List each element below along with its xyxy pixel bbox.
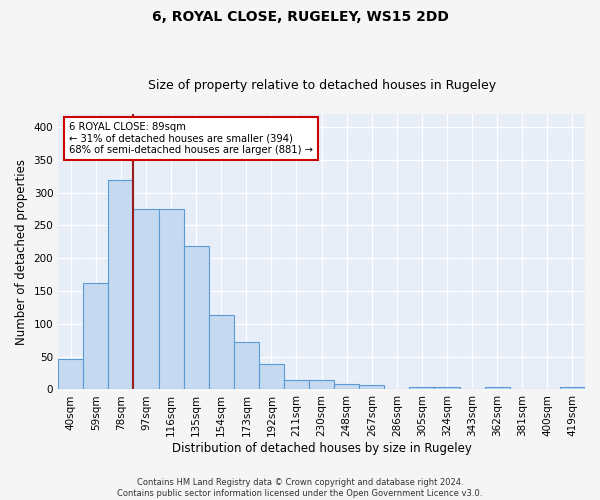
Bar (133, 209, 158, 390)
Text: Contains HM Land Registry data © Crown copyright and database right 2024.
Contai: Contains HM Land Registry data © Crown c… (118, 478, 482, 498)
X-axis label: Distribution of detached houses by size in Rugeley: Distribution of detached houses by size … (172, 442, 472, 455)
Bar (158, 209, 184, 390)
Bar (309, 380, 334, 390)
Title: Size of property relative to detached houses in Rugeley: Size of property relative to detached ho… (148, 79, 496, 92)
Bar (359, 385, 385, 390)
Bar (109, 180, 133, 390)
Bar (485, 387, 510, 390)
Text: 6 ROYAL CLOSE: 89sqm
← 31% of detached houses are smaller (394)
68% of semi-deta: 6 ROYAL CLOSE: 89sqm ← 31% of detached h… (69, 122, 313, 156)
Bar (434, 387, 460, 390)
Bar (334, 384, 359, 390)
Bar (560, 388, 585, 390)
Bar (83, 282, 109, 390)
Text: 6, ROYAL CLOSE, RUGELEY, WS15 2DD: 6, ROYAL CLOSE, RUGELEY, WS15 2DD (152, 10, 448, 24)
Bar (234, 342, 259, 390)
Bar (284, 380, 309, 390)
Y-axis label: Number of detached properties: Number of detached properties (15, 158, 28, 344)
Bar (209, 316, 234, 390)
Bar (184, 246, 209, 390)
Bar (259, 364, 284, 390)
Bar (58, 358, 83, 390)
Bar (409, 387, 434, 390)
